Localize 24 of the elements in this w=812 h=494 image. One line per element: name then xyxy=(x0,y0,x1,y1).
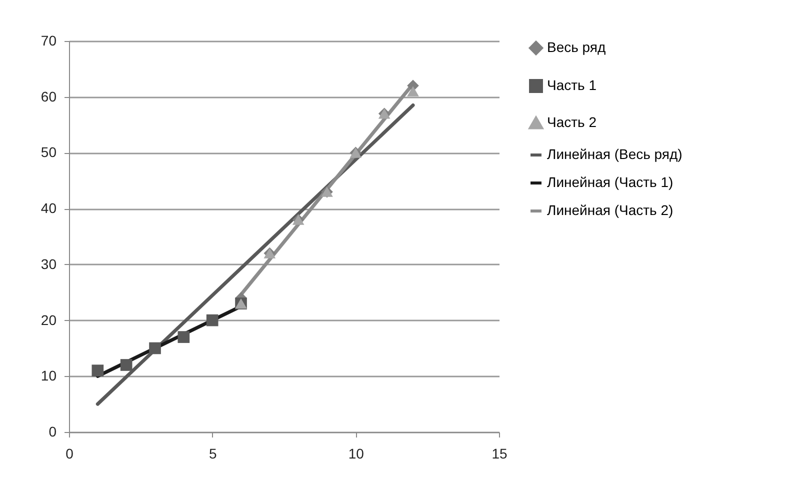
x-tick-label: 0 xyxy=(66,446,74,462)
point xyxy=(120,359,132,371)
x-tick-label: 5 xyxy=(208,446,217,462)
y-tick-label: 70 xyxy=(40,32,57,48)
point xyxy=(407,86,419,96)
y-tick-label: 50 xyxy=(40,144,57,160)
y-tick-label: 0 xyxy=(48,424,57,440)
y-tick-label: 60 xyxy=(40,88,57,104)
y-tick-label: 40 xyxy=(40,200,57,216)
legend-label: Часть 2 xyxy=(547,114,597,130)
x-tick-label: 15 xyxy=(492,446,508,462)
legend-label: Часть 1 xyxy=(547,77,597,93)
legend-label: Линейная (Весь ряд) xyxy=(547,146,682,162)
point xyxy=(149,342,161,354)
legend-label: Линейная (Часть 1) xyxy=(547,174,674,190)
y-tick-label: 20 xyxy=(40,312,57,328)
point xyxy=(178,331,190,343)
legend-label: Весь ряд xyxy=(547,39,606,55)
x-tick-label: 10 xyxy=(348,446,364,462)
point xyxy=(206,314,218,326)
point xyxy=(92,364,104,376)
y-tick-label: 10 xyxy=(40,368,57,384)
y-tick-label: 30 xyxy=(40,256,57,272)
legend-label: Линейная (Часть 2) xyxy=(547,202,674,218)
